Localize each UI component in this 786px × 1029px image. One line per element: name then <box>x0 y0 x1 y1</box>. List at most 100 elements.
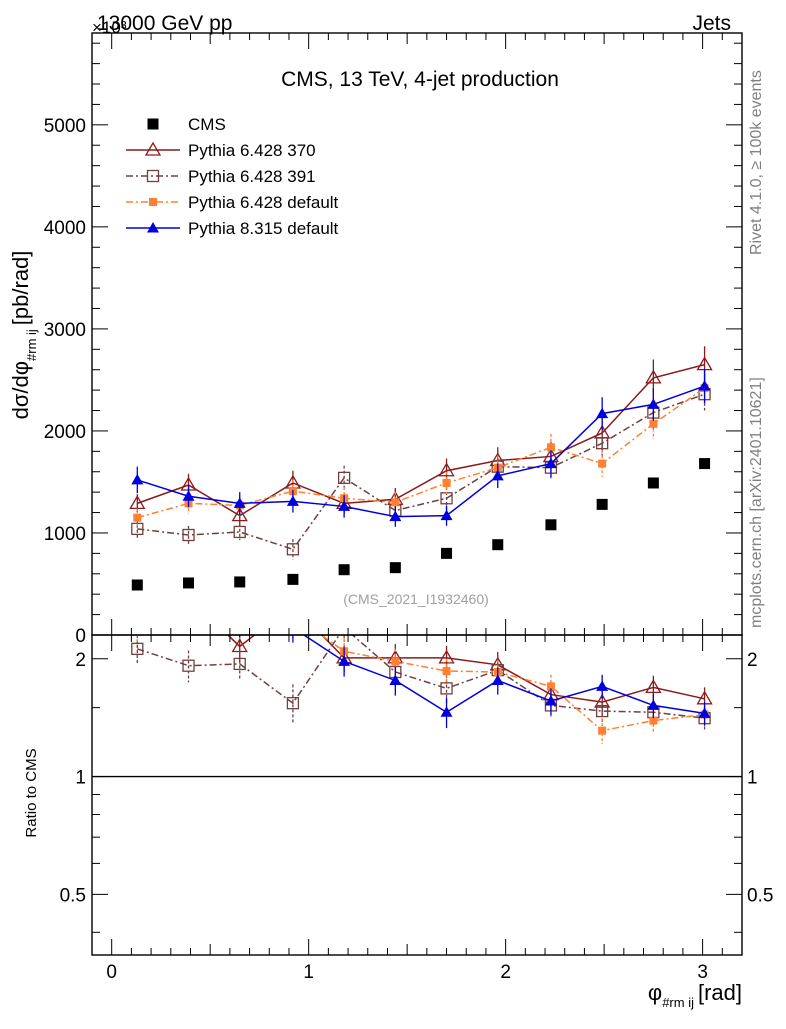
axis-ticks: 0 1000 2000 3000 4000 5000 0 1 2 3 0.5 0.5 1 1 2 2 <box>44 33 773 983</box>
upper-data-point <box>699 458 711 470</box>
lower-data-point <box>596 704 609 718</box>
lower-data-point <box>440 706 453 717</box>
lower-data-point <box>645 679 662 694</box>
rivet-version-label: Rivet 4.1.0, ≥ 100k events <box>748 70 765 255</box>
upper-series-pythia-6-428-370 <box>129 346 713 526</box>
upper-series-line <box>137 393 705 551</box>
lower-data-point <box>598 726 607 735</box>
upper-data-point <box>131 522 144 536</box>
legend-entry-4: Pythia 8.315 default <box>126 219 339 238</box>
ratio-y-tick-label-left: 0.5 <box>60 885 86 906</box>
upper-data-point <box>596 407 609 419</box>
y-tick-label: 2000 <box>44 422 86 443</box>
x-label-main: φ <box>648 980 662 1005</box>
lower-series-line <box>226 635 705 703</box>
lower-data-point <box>438 649 455 664</box>
upper-data-point <box>645 369 662 384</box>
lower-data-point <box>131 642 144 656</box>
x-axis-title: φ#rm ij [rad] <box>648 980 742 1010</box>
upper-data-point <box>598 459 607 468</box>
lower-data-point <box>440 682 453 695</box>
lower-data-point <box>546 682 555 691</box>
upper-data-point <box>389 562 401 574</box>
legend-marker <box>149 198 157 206</box>
lower-data-point <box>185 615 193 623</box>
analysis-watermark: (CMS_2021_I1932460) <box>343 591 489 607</box>
ratio-y-tick-label-right: 0.5 <box>747 885 773 906</box>
upper-data-point <box>647 398 660 409</box>
legend-entry-2: Pythia 6.428 391 <box>126 167 316 186</box>
upper-data-point <box>544 457 557 469</box>
upper-data-point <box>647 477 659 489</box>
upper-series-line <box>137 387 706 519</box>
upper-data-point <box>546 443 555 452</box>
lower-data-point <box>391 657 400 666</box>
upper-data-point <box>182 490 195 501</box>
upper-data-point <box>441 547 453 559</box>
lower-data-point <box>596 680 609 691</box>
y-tick-label: 1000 <box>44 524 86 545</box>
upper-data-point <box>231 507 248 522</box>
upper-data-point <box>233 497 246 508</box>
lower-series-pythia-6-428-default <box>133 611 709 745</box>
upper-data-point <box>596 437 609 450</box>
lower-data-point <box>182 590 196 602</box>
upper-data-point <box>287 573 299 585</box>
header-process: Jets <box>692 12 731 35</box>
upper-data-point <box>131 579 143 591</box>
upper-data-point <box>183 577 195 589</box>
x-tick-label: 3 <box>697 962 708 983</box>
upper-data-point <box>133 513 142 522</box>
legend-label: Pythia 6.428 default <box>188 193 339 212</box>
lower-data-point <box>544 694 557 706</box>
legend-marker <box>146 169 160 183</box>
lower-series-pythia-8-315-default <box>183 604 711 729</box>
upper-series-line <box>137 363 705 517</box>
lower-series-line <box>302 635 705 715</box>
lower-data-point <box>233 657 246 671</box>
legend-label: Pythia 8.315 default <box>188 219 339 238</box>
header-energy: 13000 GeV pp <box>97 12 232 35</box>
ratio-y-tick-label-right: 1 <box>747 768 758 789</box>
upper-series-pythia-6-428-391 <box>131 377 711 560</box>
upper-data-point <box>233 525 246 539</box>
y-label-main: dσ/dφ <box>8 361 33 419</box>
legend-marker <box>147 222 159 233</box>
x-label-unit: [rad] <box>698 980 742 1005</box>
lower-data-point <box>442 667 451 676</box>
lower-data-point <box>286 697 300 710</box>
header-exponent: ×10³ <box>92 18 127 37</box>
y-tick-label: 0 <box>75 626 86 647</box>
lower-data-point <box>183 604 195 615</box>
lower-plot-content <box>92 590 742 778</box>
lower-frame <box>91 634 743 956</box>
y-tick-label: 5000 <box>44 116 86 137</box>
lower-data-point <box>649 716 658 725</box>
lower-data-point <box>289 611 297 619</box>
lower-y-axis-title: Ratio to CMS <box>23 748 40 837</box>
legend: CMS Pythia 6.428 370 Pythia 6.428 391 Pythi… <box>126 115 339 238</box>
svg-text:dσ/dφ#rm ij[pb/rad]: dσ/dφ#rm ij [pb/rad] <box>8 251 39 420</box>
upper-data-point <box>492 539 504 551</box>
upper-data-point <box>491 469 504 481</box>
upper-data-point <box>129 495 146 510</box>
legend-label: CMS <box>188 115 226 134</box>
lower-data-point <box>491 674 504 685</box>
x-label-sub: #rm ij <box>662 995 694 1010</box>
legend-entry-1: Pythia 6.428 370 <box>126 141 316 160</box>
lower-data-point <box>647 699 660 710</box>
ratio-y-tick-label-left: 2 <box>75 650 86 671</box>
legend-marker <box>147 118 159 130</box>
upper-data-point <box>338 500 351 511</box>
upper-data-point <box>338 564 350 576</box>
mcplots-label: mcplots.cern.ch [arXiv:2401.10621] <box>748 377 765 628</box>
ratio-y-tick-label-right: 2 <box>747 650 758 671</box>
lower-data-point <box>338 655 351 666</box>
x-tick-label: 0 <box>106 962 117 983</box>
lower-series-line <box>137 635 705 719</box>
upper-series-cms <box>131 458 711 591</box>
upper-series-pythia-8-315-default <box>131 368 711 527</box>
lower-data-point <box>234 616 246 627</box>
legend-label: Pythia 6.428 391 <box>188 167 316 186</box>
